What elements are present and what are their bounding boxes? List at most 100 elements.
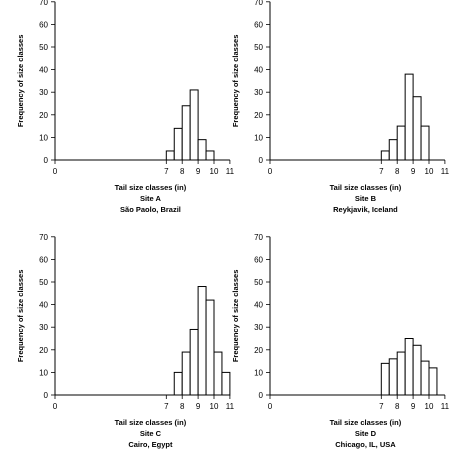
site-label: Site B bbox=[355, 194, 377, 203]
x-tick-label: 7 bbox=[164, 402, 169, 411]
histogram-bar bbox=[197, 286, 207, 396]
histogram-bar bbox=[412, 344, 422, 396]
histogram-bar bbox=[404, 338, 414, 396]
y-tick-label: 50 bbox=[254, 43, 263, 52]
y-tick-label: 10 bbox=[254, 368, 263, 377]
x-tick-label: 7 bbox=[164, 167, 169, 176]
site-location: Cairo, Egypt bbox=[128, 440, 173, 449]
y-tick-label: 70 bbox=[39, 0, 48, 7]
x-tick-label: 8 bbox=[180, 402, 185, 411]
x-tick-label: 11 bbox=[226, 167, 235, 176]
site-label: Site D bbox=[355, 429, 377, 438]
x-tick-label: 0 bbox=[268, 167, 273, 176]
y-tick-label: 10 bbox=[39, 133, 48, 142]
y-tick-label: 60 bbox=[254, 255, 263, 264]
histogram-bar bbox=[388, 139, 398, 161]
y-tick-label: 30 bbox=[254, 88, 263, 97]
x-axis-title: Tail size classes (in) bbox=[330, 418, 402, 427]
y-tick-label: 0 bbox=[259, 156, 264, 165]
histogram-bar bbox=[420, 360, 430, 396]
histogram-bar bbox=[181, 351, 191, 396]
x-tick-label: 8 bbox=[395, 167, 400, 176]
histogram-bar bbox=[380, 362, 390, 396]
x-tick-label: 0 bbox=[268, 402, 273, 411]
site-location: Reykjavik, Iceland bbox=[333, 205, 398, 214]
histogram-bar bbox=[165, 150, 175, 161]
histogram-bar bbox=[380, 150, 390, 161]
histogram-panel-d: 0 10 20 30 40 50 60 70 0 7 8 9 10 11 Frequency of size… bbox=[231, 233, 450, 449]
histogram-panel-b: 0 10 20 30 40 50 60 70 0 7 8 9 10 11 Frequency of size… bbox=[231, 0, 450, 214]
histogram-bar bbox=[213, 351, 223, 396]
x-tick-label: 10 bbox=[425, 167, 434, 176]
x-tick-label: 9 bbox=[196, 402, 201, 411]
y-tick-label: 20 bbox=[39, 111, 48, 120]
y-axis-title: Frequency of size classes bbox=[231, 270, 240, 363]
x-tick-label: 7 bbox=[379, 167, 384, 176]
y-tick-label: 30 bbox=[39, 88, 48, 97]
x-tick-label: 9 bbox=[196, 167, 201, 176]
x-tick-label: 0 bbox=[53, 167, 58, 176]
histogram-bar bbox=[404, 73, 414, 161]
histogram-bar bbox=[173, 127, 183, 161]
y-tick-label: 20 bbox=[254, 111, 263, 120]
histogram-bar bbox=[205, 150, 215, 161]
y-tick-label: 40 bbox=[39, 301, 48, 310]
histogram-panel-c: 0 10 20 30 40 50 60 70 0 7 8 9 10 11 Frequency of size… bbox=[16, 233, 235, 449]
y-tick-label: 60 bbox=[254, 20, 263, 29]
histogram-bar bbox=[420, 125, 430, 161]
y-tick-label: 30 bbox=[39, 323, 48, 332]
y-tick-label: 40 bbox=[254, 301, 263, 310]
y-tick-label: 70 bbox=[39, 233, 48, 242]
y-tick-label: 60 bbox=[39, 255, 48, 264]
histogram-bar bbox=[189, 328, 199, 396]
x-tick-label: 10 bbox=[210, 402, 219, 411]
histogram-bar bbox=[189, 89, 199, 161]
y-tick-label: 50 bbox=[39, 278, 48, 287]
y-tick-label: 10 bbox=[39, 368, 48, 377]
y-tick-label: 0 bbox=[44, 156, 49, 165]
x-tick-label: 11 bbox=[441, 167, 450, 176]
y-tick-label: 20 bbox=[39, 346, 48, 355]
histogram-bar bbox=[173, 371, 183, 396]
histogram-bar bbox=[396, 351, 406, 396]
x-tick-label: 0 bbox=[53, 402, 58, 411]
x-tick-label: 8 bbox=[395, 402, 400, 411]
y-tick-label: 40 bbox=[254, 66, 263, 75]
y-tick-label: 0 bbox=[44, 391, 49, 400]
site-label: Site C bbox=[140, 429, 162, 438]
histogram-bar bbox=[388, 358, 398, 396]
x-tick-label: 11 bbox=[441, 402, 450, 411]
y-tick-label: 70 bbox=[254, 233, 263, 242]
x-tick-label: 11 bbox=[226, 402, 235, 411]
x-axis-title: Tail size classes (in) bbox=[115, 418, 187, 427]
x-tick-label: 10 bbox=[210, 167, 219, 176]
y-tick-label: 10 bbox=[254, 133, 263, 142]
x-tick-label: 9 bbox=[411, 402, 416, 411]
site-location: Chicago, IL, USA bbox=[335, 440, 396, 449]
histogram-bar bbox=[197, 139, 207, 161]
y-tick-label: 50 bbox=[39, 43, 48, 52]
histogram-bar bbox=[428, 367, 438, 396]
x-tick-label: 7 bbox=[379, 402, 384, 411]
histogram-bar bbox=[412, 96, 422, 161]
x-tick-label: 10 bbox=[425, 402, 434, 411]
y-tick-label: 0 bbox=[259, 391, 264, 400]
x-axis-title: Tail size classes (in) bbox=[115, 183, 187, 192]
histogram-bar bbox=[221, 371, 231, 396]
site-location: São Paolo, Brazil bbox=[120, 205, 181, 214]
y-axis-title: Frequency of size classes bbox=[231, 35, 240, 128]
histogram-bar bbox=[181, 105, 191, 161]
y-tick-label: 60 bbox=[39, 20, 48, 29]
y-tick-label: 70 bbox=[254, 0, 263, 7]
x-tick-label: 8 bbox=[180, 167, 185, 176]
y-tick-label: 20 bbox=[254, 346, 263, 355]
x-axis-title: Tail size classes (in) bbox=[330, 183, 402, 192]
y-axis-title: Frequency of size classes bbox=[16, 270, 25, 363]
histogram-bar bbox=[396, 125, 406, 161]
y-tick-label: 50 bbox=[254, 278, 263, 287]
y-tick-label: 30 bbox=[254, 323, 263, 332]
x-tick-label: 9 bbox=[411, 167, 416, 176]
y-axis-title: Frequency of size classes bbox=[16, 35, 25, 128]
